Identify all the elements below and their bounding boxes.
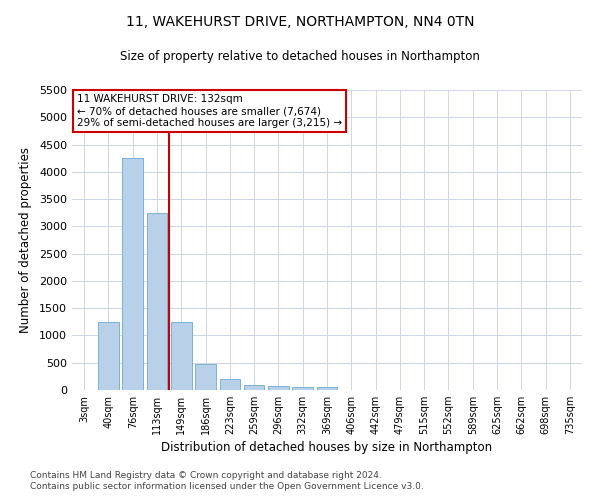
Bar <box>220 379 240 390</box>
Text: Size of property relative to detached houses in Northampton: Size of property relative to detached ho… <box>120 50 480 63</box>
Text: 11 WAKEHURST DRIVE: 132sqm
← 70% of detached houses are smaller (7,674)
29% of s: 11 WAKEHURST DRIVE: 132sqm ← 70% of deta… <box>77 94 342 128</box>
Text: Contains HM Land Registry data © Crown copyright and database right 2024.: Contains HM Land Registry data © Crown c… <box>30 470 382 480</box>
Bar <box>98 322 119 390</box>
Text: 11, WAKEHURST DRIVE, NORTHAMPTON, NN4 0TN: 11, WAKEHURST DRIVE, NORTHAMPTON, NN4 0T… <box>126 15 474 29</box>
Bar <box>268 386 289 390</box>
Bar <box>317 387 337 390</box>
Bar <box>171 322 191 390</box>
Bar <box>146 212 167 390</box>
Bar <box>292 386 313 390</box>
Text: Contains public sector information licensed under the Open Government Licence v3: Contains public sector information licen… <box>30 482 424 491</box>
Bar <box>122 158 143 390</box>
Bar <box>195 364 216 390</box>
X-axis label: Distribution of detached houses by size in Northampton: Distribution of detached houses by size … <box>161 442 493 454</box>
Y-axis label: Number of detached properties: Number of detached properties <box>19 147 32 333</box>
Bar <box>244 384 265 390</box>
